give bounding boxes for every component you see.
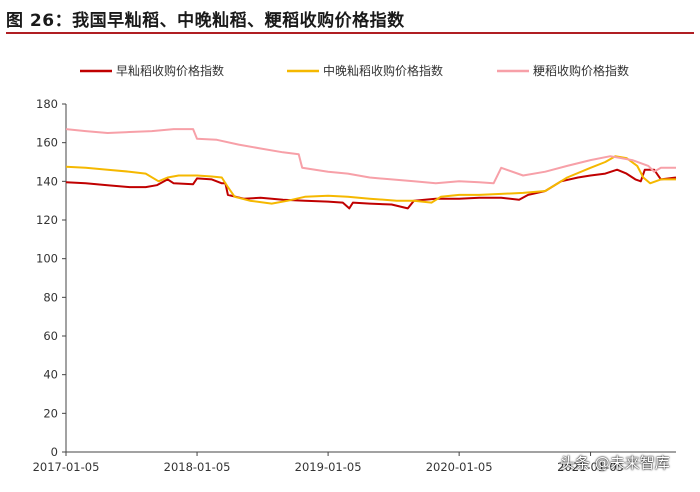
legend-label: 粳稻收购价格指数 [533,63,629,78]
y-tick-label: 20 [43,406,58,420]
series-line-early-indica [65,168,677,210]
x-tick-label: 2021-01-05 [557,460,624,474]
y-tick-label: 140 [36,174,58,188]
x-tick-label: 2019-01-05 [295,460,362,474]
legend: 早籼稻收购价格指数 中晚籼稻收购价格指数 粳稻收购价格指数 [80,63,629,78]
legend-label: 中晚籼稻收购价格指数 [323,63,443,78]
y-tick-label: 40 [43,368,58,382]
x-axis: 2017-01-05 2018-01-05 2019-01-05 2020-01-05… [33,451,676,474]
title-rule [6,32,694,34]
y-tick-label: 80 [43,290,58,304]
series-line-mid-late-indica [65,155,676,205]
x-tick-label: 2020-01-05 [426,460,493,474]
y-tick-label: 160 [36,136,58,150]
x-tick-label: 2018-01-05 [164,460,231,474]
watermark-text: 头条 @未来智库 [560,454,670,472]
series-layer [65,128,677,210]
series-line-japonica [65,128,676,185]
y-tick-label: 100 [36,252,58,266]
y-axis: 0 20 40 60 80 100 120 140 160 180 [36,97,67,459]
y-tick-label: 60 [43,329,58,343]
y-tick-label: 180 [36,97,58,111]
x-tick-label: 2017-01-05 [33,460,100,474]
figure-title: 图 26：我国早籼稻、中晚籼稻、粳稻收购价格指数 [6,11,405,31]
y-tick-label: 0 [51,445,58,459]
legend-label: 早籼稻收购价格指数 [116,63,224,78]
y-tick-label: 120 [36,213,58,227]
